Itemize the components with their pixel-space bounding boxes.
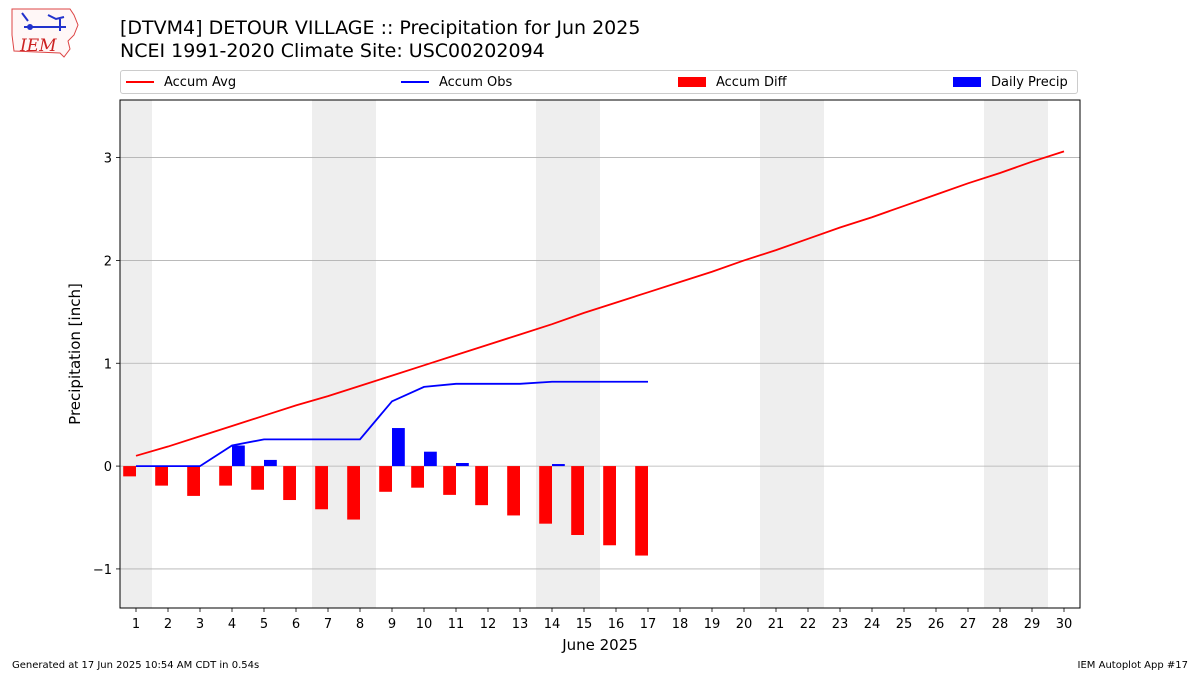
x-tick-label-8: 8: [356, 617, 364, 632]
accum-diff-bar-9: [379, 466, 392, 492]
x-tick-label-26: 26: [928, 617, 945, 632]
chart-subtitle: NCEI 1991-2020 Climate Site: USC00202094: [120, 40, 545, 62]
legend-item-accum-avg: Accum Avg: [126, 73, 236, 91]
daily-precip-bar-10: [424, 451, 437, 467]
x-tick-label-12: 12: [480, 617, 497, 632]
x-tick-label-16: 16: [608, 617, 625, 632]
y-axis-ticks: −1 0 1 2 3: [93, 152, 120, 578]
x-tick-label-2: 2: [164, 617, 172, 632]
logo-dot: [27, 24, 33, 30]
legend-label-accum-diff: Accum Diff: [716, 74, 787, 90]
accum-diff-bar-14: [539, 466, 552, 524]
accum-diff-bar-2: [155, 466, 168, 486]
x-tick-label-23: 23: [832, 617, 849, 632]
daily-precip-bar-14: [552, 464, 565, 467]
accum-diff-bar-12: [475, 466, 488, 506]
iem-logo: IEM: [11, 8, 79, 58]
weekend-span-1: [312, 100, 376, 608]
accum-avg-line: [135, 150, 1065, 457]
weekend-shading: [120, 100, 1048, 608]
accum-obs-line: [136, 380, 648, 467]
logo-weather-lines: [21, 12, 66, 31]
gridlines: [120, 157, 1080, 570]
x-tick-label-17: 17: [640, 617, 657, 632]
x-tick-label-11: 11: [448, 617, 465, 632]
accum-diff-bar-16: [603, 466, 616, 546]
x-tick-label-3: 3: [196, 617, 204, 632]
x-tick-label-20: 20: [736, 617, 753, 632]
legend-label-daily-precip: Daily Precip: [991, 74, 1068, 90]
x-tick-label-4: 4: [228, 617, 236, 632]
legend-item-accum-diff: Accum Diff: [678, 73, 787, 91]
x-tick-label-9: 9: [388, 617, 396, 632]
x-tick-label-21: 21: [768, 617, 785, 632]
x-tick-label-29: 29: [1024, 617, 1041, 632]
x-tick-label-27: 27: [960, 617, 977, 632]
x-tick-label-5: 5: [260, 617, 268, 632]
legend: Accum Avg Accum Obs Accum Diff Daily Pre…: [120, 70, 1078, 94]
accum-diff-bar-15: [571, 466, 584, 535]
legend-swatch-daily-precip: [953, 77, 981, 87]
accum-diff-bar-17: [635, 466, 648, 556]
accum-diff-bar-4: [219, 466, 232, 486]
daily-precip-bar-11: [456, 463, 469, 467]
accum-diff-bar-11: [443, 466, 456, 495]
legend-swatch-accum-avg: [126, 81, 154, 83]
daily-precip-bar-9: [392, 428, 405, 467]
x-tick-label-25: 25: [896, 617, 913, 632]
chart-title: [DTVM4] DETOUR VILLAGE :: Precipitation …: [120, 17, 641, 39]
legend-item-daily-precip: Daily Precip: [953, 73, 1068, 91]
y-tick-label: −1: [93, 563, 112, 578]
x-tick-label-28: 28: [992, 617, 1009, 632]
accum-diff-bar-1: [123, 466, 136, 477]
legend-swatch-accum-obs: [401, 81, 429, 83]
y-tick-label: 2: [104, 254, 112, 269]
x-tick-label-13: 13: [512, 617, 529, 632]
plot-frame: [119, 99, 1081, 609]
weekend-span-4: [984, 100, 1048, 608]
bars: [123, 428, 648, 556]
x-tick-label-15: 15: [576, 617, 593, 632]
accum-diff-bar-13: [507, 466, 520, 516]
x-tick-label-10: 10: [416, 617, 433, 632]
generated-timestamp: Generated at 17 Jun 2025 10:54 AM CDT in…: [12, 660, 260, 671]
legend-label-accum-avg: Accum Avg: [164, 74, 237, 90]
x-tick-label-7: 7: [324, 617, 332, 632]
accum-diff-bar-7: [315, 466, 328, 510]
y-tick-label: 0: [104, 460, 112, 475]
y-tick-label: 3: [104, 152, 112, 167]
x-tick-label-18: 18: [672, 617, 689, 632]
y-tick-label: 1: [104, 357, 112, 372]
app-credit: IEM Autoplot App #17: [1077, 660, 1188, 671]
lines: [135, 150, 1065, 467]
weekend-span-3: [760, 100, 824, 608]
legend-label-accum-obs: Accum Obs: [439, 74, 513, 90]
iowa-outline: [11, 8, 79, 58]
x-tick-label-30: 30: [1056, 617, 1073, 632]
legend-swatch-accum-diff: [678, 77, 706, 87]
daily-precip-bar-4: [232, 445, 245, 467]
x-axis-label: June 2025: [561, 636, 638, 654]
y-axis-label: Precipitation [inch]: [66, 283, 84, 425]
x-tick-label-24: 24: [864, 617, 881, 632]
weekend-span-2: [536, 100, 600, 608]
accum-diff-bar-6: [283, 466, 296, 501]
accum-diff-bar-10: [411, 466, 424, 488]
x-tick-label-14: 14: [544, 617, 561, 632]
daily-precip-bar-5: [264, 459, 277, 467]
logo-text: IEM: [19, 36, 57, 56]
accum-diff-bar-3: [187, 466, 200, 496]
x-tick-label-19: 19: [704, 617, 721, 632]
x-tick-label-22: 22: [800, 617, 817, 632]
x-tick-label-6: 6: [292, 617, 300, 632]
x-axis-ticks: 1 2 3 4 5 6 7 8 9 10 11 12 13 14 15 16 17 18 19 20 21 22 23 24 2…: [132, 608, 1072, 632]
legend-item-accum-obs: Accum Obs: [401, 73, 512, 91]
weekend-span-0: [120, 100, 152, 608]
accum-diff-bar-5: [251, 466, 264, 490]
x-tick-label-1: 1: [132, 617, 140, 632]
accum-diff-bar-8: [347, 466, 360, 520]
